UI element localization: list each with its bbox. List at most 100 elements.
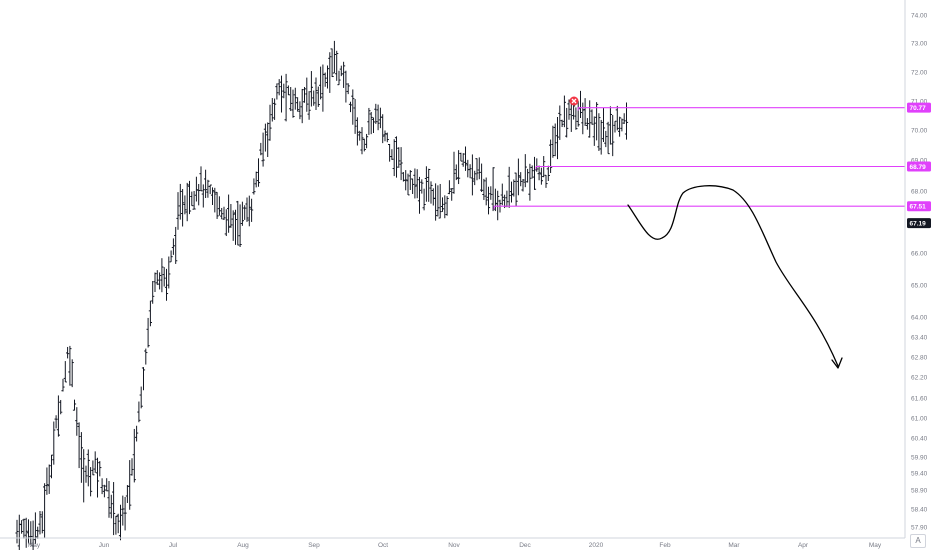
candle: [141, 367, 146, 391]
candle: [155, 270, 159, 286]
candle: [316, 86, 320, 107]
candle: [307, 91, 311, 120]
candle: [592, 116, 596, 146]
candle: [507, 166, 511, 208]
candle: [369, 111, 373, 135]
candle: [509, 181, 514, 203]
candle: [374, 103, 378, 124]
price-tick-label: 58.90: [911, 488, 928, 495]
candle: [618, 116, 622, 137]
candle: [91, 460, 95, 476]
candle: [273, 98, 277, 120]
candle: [457, 150, 461, 185]
candle: [266, 122, 270, 158]
price-tick-label: 61.60: [911, 396, 928, 403]
candle: [100, 478, 104, 495]
projection-arrowhead: [831, 357, 843, 369]
candle: [611, 114, 615, 157]
candle: [519, 172, 523, 187]
price-tick-label: 60.40: [911, 436, 928, 443]
candle: [38, 511, 42, 535]
last-price-tag-bg: [907, 218, 931, 229]
candle: [477, 157, 481, 180]
candle: [496, 190, 500, 221]
candle: [539, 167, 543, 185]
candle: [404, 170, 408, 191]
time-tick-label: Mar: [728, 542, 740, 549]
price-level-tag-label: 70.77: [910, 105, 927, 112]
price-tick-label: 66.00: [911, 251, 928, 258]
candle: [445, 196, 449, 216]
auto-scale-button[interactable]: A: [910, 534, 926, 548]
candle: [178, 183, 182, 220]
candle: [434, 183, 438, 221]
candle: [125, 485, 129, 503]
candle: [459, 152, 463, 162]
candle: [346, 83, 350, 95]
candle: [615, 105, 619, 131]
candle: [332, 40, 336, 74]
candle: [516, 158, 520, 196]
candle: [590, 109, 594, 125]
candle: [461, 153, 465, 167]
candle: [102, 484, 106, 498]
price-level-tag-bg: [907, 102, 931, 113]
candle: [187, 180, 192, 215]
candle: [436, 185, 440, 217]
candle: [238, 204, 242, 248]
price-tick-label: 71.00: [911, 99, 928, 106]
candle: [555, 117, 560, 160]
candle: [160, 258, 164, 293]
candle: [66, 346, 70, 359]
candle: [148, 300, 152, 327]
candle: [443, 195, 447, 219]
candle: [620, 118, 624, 132]
candle: [599, 119, 603, 155]
time-tick-label: Sep: [308, 542, 320, 549]
price-tick-label: 59.40: [911, 471, 928, 478]
candle: [470, 154, 474, 196]
price-tick-label: 62.20: [911, 375, 928, 382]
candle: [549, 139, 553, 173]
last-price-tag-label: 67.19: [910, 221, 927, 228]
candle: [270, 98, 274, 122]
candle: [484, 177, 488, 206]
time-tick-label: Jun: [99, 542, 110, 549]
candle: [213, 187, 217, 213]
candle: [284, 73, 288, 122]
candle: [489, 186, 493, 200]
price-tick-label: 65.00: [911, 283, 928, 290]
candle: [36, 526, 40, 539]
candle: [413, 168, 417, 199]
price-tick-label: 58.40: [911, 507, 928, 514]
candle: [263, 123, 267, 152]
candle: [473, 170, 477, 186]
candle: [482, 178, 486, 200]
candle: [224, 209, 228, 237]
candle: [183, 195, 187, 215]
time-axis[interactable]: May Jun Jul Aug Sep Oct Nov Dec 2020 Feb Mar Apr May: [0, 537, 905, 549]
candle: [135, 425, 139, 442]
candle: [293, 87, 297, 110]
candle: [197, 183, 201, 206]
price-axis[interactable]: 74.00 73.00 72.00 71.00 70.00 69.00 68.00 66.00…: [904, 0, 931, 538]
candle: [77, 422, 81, 469]
candle: [56, 395, 60, 437]
candle: [49, 454, 54, 479]
candle: [181, 189, 185, 227]
candle: [606, 121, 610, 155]
candle: [546, 165, 550, 181]
candle: [585, 118, 589, 130]
price-level-tag-bg: [907, 161, 931, 172]
candle: [61, 378, 65, 392]
candle: [512, 179, 516, 197]
price-level-tag: 70.77: [907, 102, 931, 113]
time-tick-label: Oct: [378, 542, 388, 549]
candle: [17, 514, 21, 555]
candle: [109, 494, 113, 519]
candle: [199, 166, 203, 192]
candle: [158, 272, 162, 290]
candle: [406, 173, 410, 196]
